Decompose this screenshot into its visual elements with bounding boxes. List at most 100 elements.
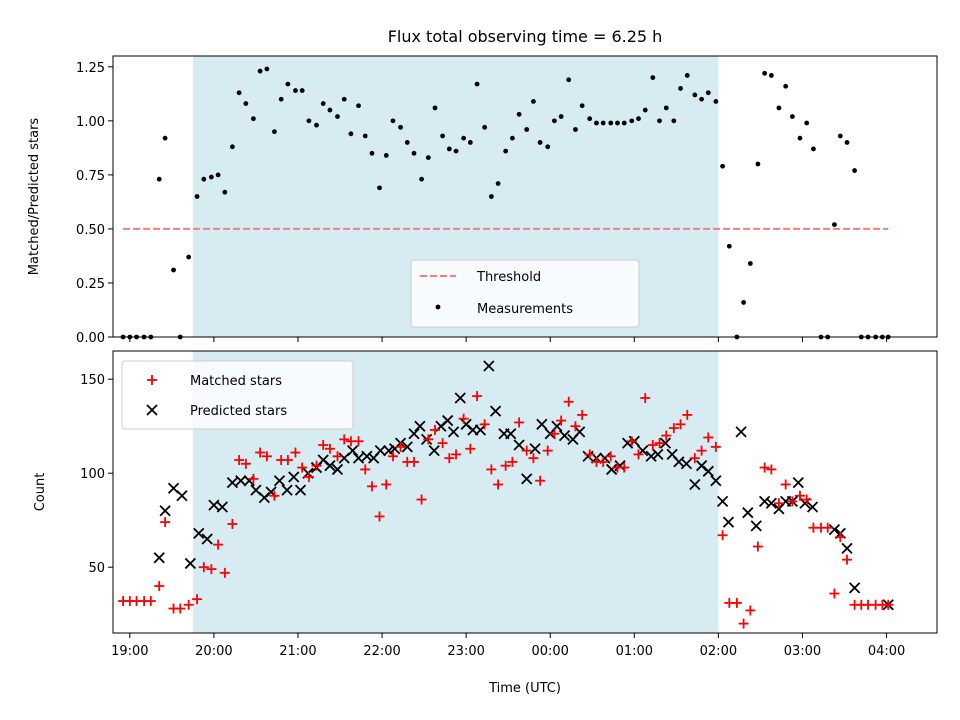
matched-star-point bbox=[465, 443, 476, 454]
matched-star-point bbox=[192, 594, 203, 605]
measurement-point bbox=[348, 131, 354, 137]
predicted-star-point bbox=[235, 475, 247, 487]
measurement-point bbox=[629, 118, 635, 124]
matched-star-point bbox=[605, 451, 616, 462]
measurement-point bbox=[222, 189, 228, 195]
predicted-star-point bbox=[159, 505, 171, 517]
x-tick-label: 21:00 bbox=[279, 644, 316, 659]
predicted-star-point bbox=[513, 439, 525, 451]
matched-star-point bbox=[626, 436, 637, 447]
matched-star-point bbox=[206, 564, 217, 575]
matched-star-point bbox=[444, 453, 455, 464]
matched-star-point bbox=[794, 490, 805, 501]
matched-star-point bbox=[311, 460, 322, 471]
measurement-point bbox=[377, 185, 382, 191]
matched-star-point bbox=[374, 511, 385, 522]
predicted-star-point bbox=[408, 428, 420, 440]
measurement-point bbox=[419, 176, 424, 182]
predicted-star-point bbox=[454, 392, 466, 404]
matched-star-point bbox=[381, 479, 392, 490]
predicted-star-point bbox=[558, 429, 571, 442]
measurement-point bbox=[566, 77, 572, 83]
y-tick-label: 0.00 bbox=[76, 331, 105, 346]
matched-star-point bbox=[835, 532, 846, 543]
measurement-point bbox=[425, 155, 431, 160]
bottom-x-axis-label: Time (UTC) bbox=[488, 681, 561, 696]
legend-measurements-swatch bbox=[435, 304, 441, 310]
matched-star-point bbox=[563, 396, 574, 407]
measurement-point bbox=[398, 124, 403, 130]
matched-star-point bbox=[640, 393, 651, 403]
matched-star-point bbox=[633, 449, 644, 460]
measurement-point bbox=[320, 101, 326, 106]
predicted-star-point bbox=[193, 527, 205, 539]
matched-star-point bbox=[654, 438, 665, 449]
matched-star-point bbox=[387, 451, 398, 462]
matched-star-point bbox=[696, 445, 707, 456]
matched-star-point bbox=[542, 445, 553, 456]
measurement-point bbox=[832, 222, 837, 228]
top-subplot: 0.00 0.25 0.50 0.75 1.00 1.25 Flux total obse… bbox=[27, 27, 938, 346]
measurement-point bbox=[636, 116, 641, 122]
measurement-point bbox=[341, 96, 347, 102]
matched-star-point bbox=[324, 443, 335, 454]
measurement-point bbox=[440, 133, 445, 139]
measurement-point bbox=[453, 148, 459, 154]
matched-star-point bbox=[514, 417, 525, 428]
measurement-point bbox=[411, 150, 417, 156]
matched-star-point bbox=[297, 462, 308, 473]
predicted-star-point bbox=[848, 582, 861, 594]
predicted-star-point bbox=[792, 476, 804, 489]
predicted-star-point bbox=[226, 476, 239, 489]
matched-star-point bbox=[773, 498, 784, 509]
measurement-point bbox=[524, 127, 530, 132]
measurement-point bbox=[755, 161, 761, 167]
measurement-point bbox=[608, 120, 614, 126]
measurement-point bbox=[156, 176, 162, 182]
predicted-star-point bbox=[722, 516, 735, 528]
matched-star-point bbox=[416, 494, 427, 505]
measurement-point bbox=[713, 98, 719, 104]
measurement-point bbox=[306, 118, 312, 124]
predicted-star-point bbox=[414, 420, 426, 432]
measurement-point bbox=[390, 118, 396, 124]
measurement-point bbox=[236, 90, 242, 96]
measurement-point bbox=[789, 114, 795, 119]
predicted-star-point bbox=[483, 360, 495, 372]
matched-star-point bbox=[619, 462, 630, 473]
predicted-star-point bbox=[346, 445, 359, 457]
predicted-star-point bbox=[153, 552, 165, 564]
matched-star-point bbox=[282, 455, 293, 466]
measurement-point bbox=[243, 101, 249, 106]
predicted-star-point bbox=[742, 507, 754, 519]
matched-star-point bbox=[661, 430, 672, 441]
x-tick-label: 04:00 bbox=[868, 644, 905, 659]
predicted-star-point bbox=[401, 441, 413, 453]
predicted-star-point bbox=[645, 450, 657, 462]
measurement-point bbox=[783, 83, 789, 89]
bottom-y-ticks: 50 100 150 bbox=[80, 373, 113, 576]
measurement-point bbox=[776, 105, 782, 111]
measurement-point bbox=[201, 176, 207, 182]
bottom-x-ticks: 19:00 20:00 21:00 22:00 23:00 00:00 01:00 02:00… bbox=[111, 633, 905, 659]
x-tick-label: 03:00 bbox=[784, 644, 821, 659]
x-tick-label: 20:00 bbox=[195, 644, 232, 659]
measurement-point bbox=[804, 120, 810, 126]
measurement-point bbox=[579, 103, 585, 109]
matched-star-point bbox=[584, 449, 595, 460]
matched-star-point bbox=[318, 440, 329, 450]
top-legend: Threshold Measurements bbox=[410, 259, 640, 328]
measurement-point bbox=[811, 146, 816, 152]
measurement-point bbox=[482, 124, 488, 130]
measurement-point bbox=[552, 118, 557, 124]
measurement-point bbox=[264, 66, 270, 72]
top-axes-frame bbox=[112, 55, 938, 338]
measurement-point bbox=[335, 114, 340, 119]
predicted-star-point bbox=[582, 450, 594, 462]
matched-star-point bbox=[269, 490, 280, 501]
measurement-point bbox=[852, 168, 857, 173]
bottom-legend-box bbox=[121, 360, 354, 430]
predicted-star-point bbox=[184, 557, 196, 570]
predicted-star-point bbox=[428, 445, 440, 457]
